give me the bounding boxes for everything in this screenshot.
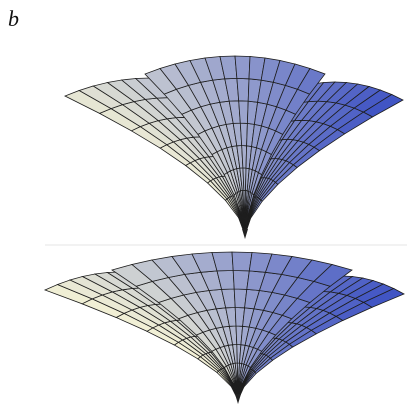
mesh-cell bbox=[239, 101, 249, 124]
illustration bbox=[0, 0, 407, 411]
mesh-cell bbox=[235, 56, 250, 79]
figure: b bbox=[0, 0, 407, 411]
stem bbox=[242, 229, 248, 239]
mesh-cell bbox=[237, 78, 249, 101]
fan bbox=[65, 56, 403, 239]
fan bbox=[45, 252, 404, 404]
stem bbox=[235, 394, 241, 404]
mesh-cell bbox=[232, 252, 252, 271]
